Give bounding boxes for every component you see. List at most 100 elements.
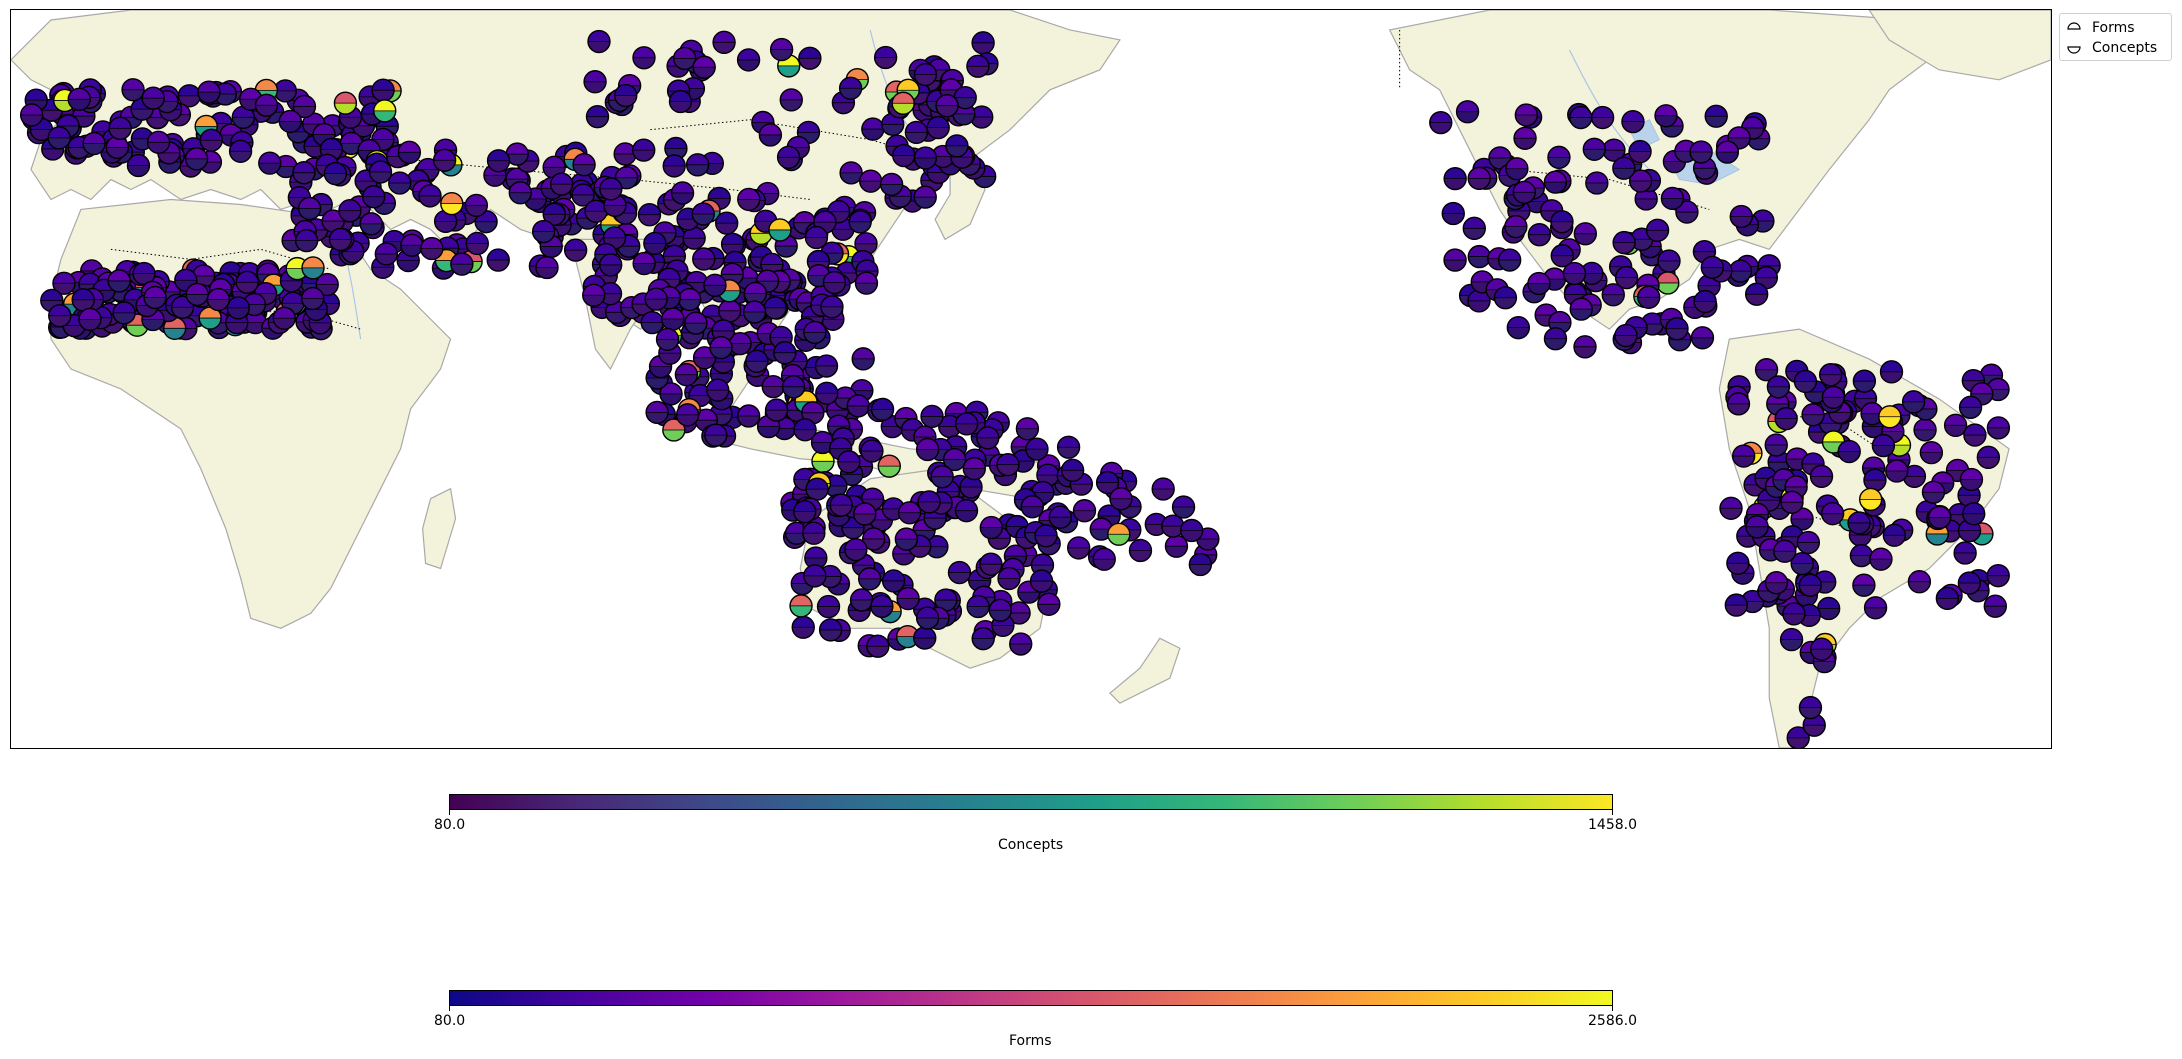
marker-forms-half (174, 269, 197, 281)
marker-forms-half (254, 282, 277, 294)
new-zealand (1109, 637, 1181, 704)
marker-concepts-half (372, 90, 395, 102)
marker-forms-half (765, 399, 788, 411)
marker-forms-half (373, 99, 396, 111)
marker-concepts-half (171, 307, 194, 319)
marker-forms-half (894, 407, 917, 419)
marker-concepts-half (341, 251, 364, 263)
marker-forms-half (340, 132, 363, 144)
language-marker (373, 99, 397, 123)
marker-concepts-half (1057, 447, 1080, 459)
marker-concepts-half (1463, 228, 1486, 240)
language-marker (1443, 166, 1467, 191)
language-marker (1573, 222, 1598, 246)
marker-forms-half (20, 104, 43, 115)
marker-forms-half (450, 253, 473, 265)
marker-forms-half (229, 140, 252, 152)
language-marker (328, 227, 353, 252)
language-marker (1731, 444, 1756, 468)
language-marker (1514, 103, 1539, 127)
marker-concepts-half (30, 129, 53, 141)
language-marker (549, 172, 574, 196)
language-marker (917, 490, 941, 514)
marker-concepts-half (40, 110, 63, 122)
language-marker (121, 78, 145, 102)
marker-concepts-half (274, 90, 297, 102)
marker-forms-half (91, 120, 114, 132)
language-marker (814, 354, 839, 378)
language-marker (108, 116, 132, 140)
language-marker (1151, 477, 1175, 501)
language-marker (704, 423, 728, 447)
marker-forms-half (127, 154, 150, 166)
marker-forms-half (965, 401, 988, 413)
language-marker (1547, 145, 1571, 170)
marker-forms-half (298, 197, 321, 209)
language-marker (789, 594, 813, 618)
language-marker (962, 456, 986, 481)
marker-forms-half (1987, 416, 2010, 428)
marker-concepts-half (68, 99, 91, 111)
marker-concepts-half (1429, 122, 1452, 134)
marker-forms-half (320, 138, 343, 150)
marker-forms-half (434, 139, 457, 151)
marker-forms-half (372, 79, 395, 91)
language-marker (971, 626, 995, 651)
marker-forms-half (279, 110, 302, 122)
marker-concepts-half (397, 260, 420, 272)
marker-concepts-half (1494, 297, 1517, 309)
language-marker (1015, 417, 1040, 441)
language-marker (82, 131, 106, 156)
marker-forms-half (406, 170, 429, 181)
language-marker (1612, 156, 1636, 180)
language-marker (278, 109, 302, 134)
marker-forms-half (192, 265, 215, 277)
language-marker (742, 300, 767, 324)
language-marker (674, 363, 699, 387)
marker-forms-half (1152, 478, 1175, 490)
language-marker (691, 202, 715, 226)
language-marker (1056, 435, 1081, 459)
language-marker (185, 282, 209, 307)
language-marker (1976, 445, 2001, 470)
language-marker (301, 256, 325, 280)
marker-concepts-half (229, 151, 252, 163)
language-marker (1109, 487, 1133, 511)
marker-forms-half (57, 114, 80, 126)
marker-concepts-half (292, 172, 315, 184)
marker-concepts-half (1189, 564, 1212, 576)
language-marker (781, 375, 806, 399)
language-marker (1443, 248, 1467, 272)
marker-concepts-half (131, 109, 154, 121)
marker-concepts-half (142, 98, 165, 110)
language-marker (736, 404, 761, 428)
marker-forms-half (132, 262, 155, 274)
marker-forms-half (1463, 217, 1486, 229)
marker-concepts-half (1093, 559, 1116, 571)
language-marker (432, 148, 457, 172)
language-marker (930, 465, 954, 489)
marker-concepts-half (185, 158, 208, 170)
marker-concepts-half (340, 143, 363, 155)
language-marker (764, 398, 789, 422)
marker-concepts-half (540, 246, 563, 258)
language-marker (563, 238, 588, 262)
language-marker (1654, 104, 1678, 128)
language-marker (954, 498, 979, 523)
language-marker (112, 301, 136, 325)
marker-forms-half (274, 79, 297, 91)
marker-forms-half (230, 131, 253, 143)
language-marker (146, 130, 171, 154)
marker-concepts-half (1107, 534, 1130, 546)
marker-forms-half (52, 272, 75, 284)
marker-concepts-half (287, 131, 310, 143)
language-marker (228, 139, 253, 163)
marker-forms-half (207, 288, 230, 300)
marker-concepts-half (126, 325, 149, 337)
marker-forms-half (792, 616, 815, 628)
language-marker (1590, 105, 1615, 130)
marker-concepts-half (1442, 213, 1465, 225)
language-marker (866, 634, 890, 658)
marker-concepts-half (433, 160, 456, 172)
marker-forms-half (68, 88, 91, 100)
